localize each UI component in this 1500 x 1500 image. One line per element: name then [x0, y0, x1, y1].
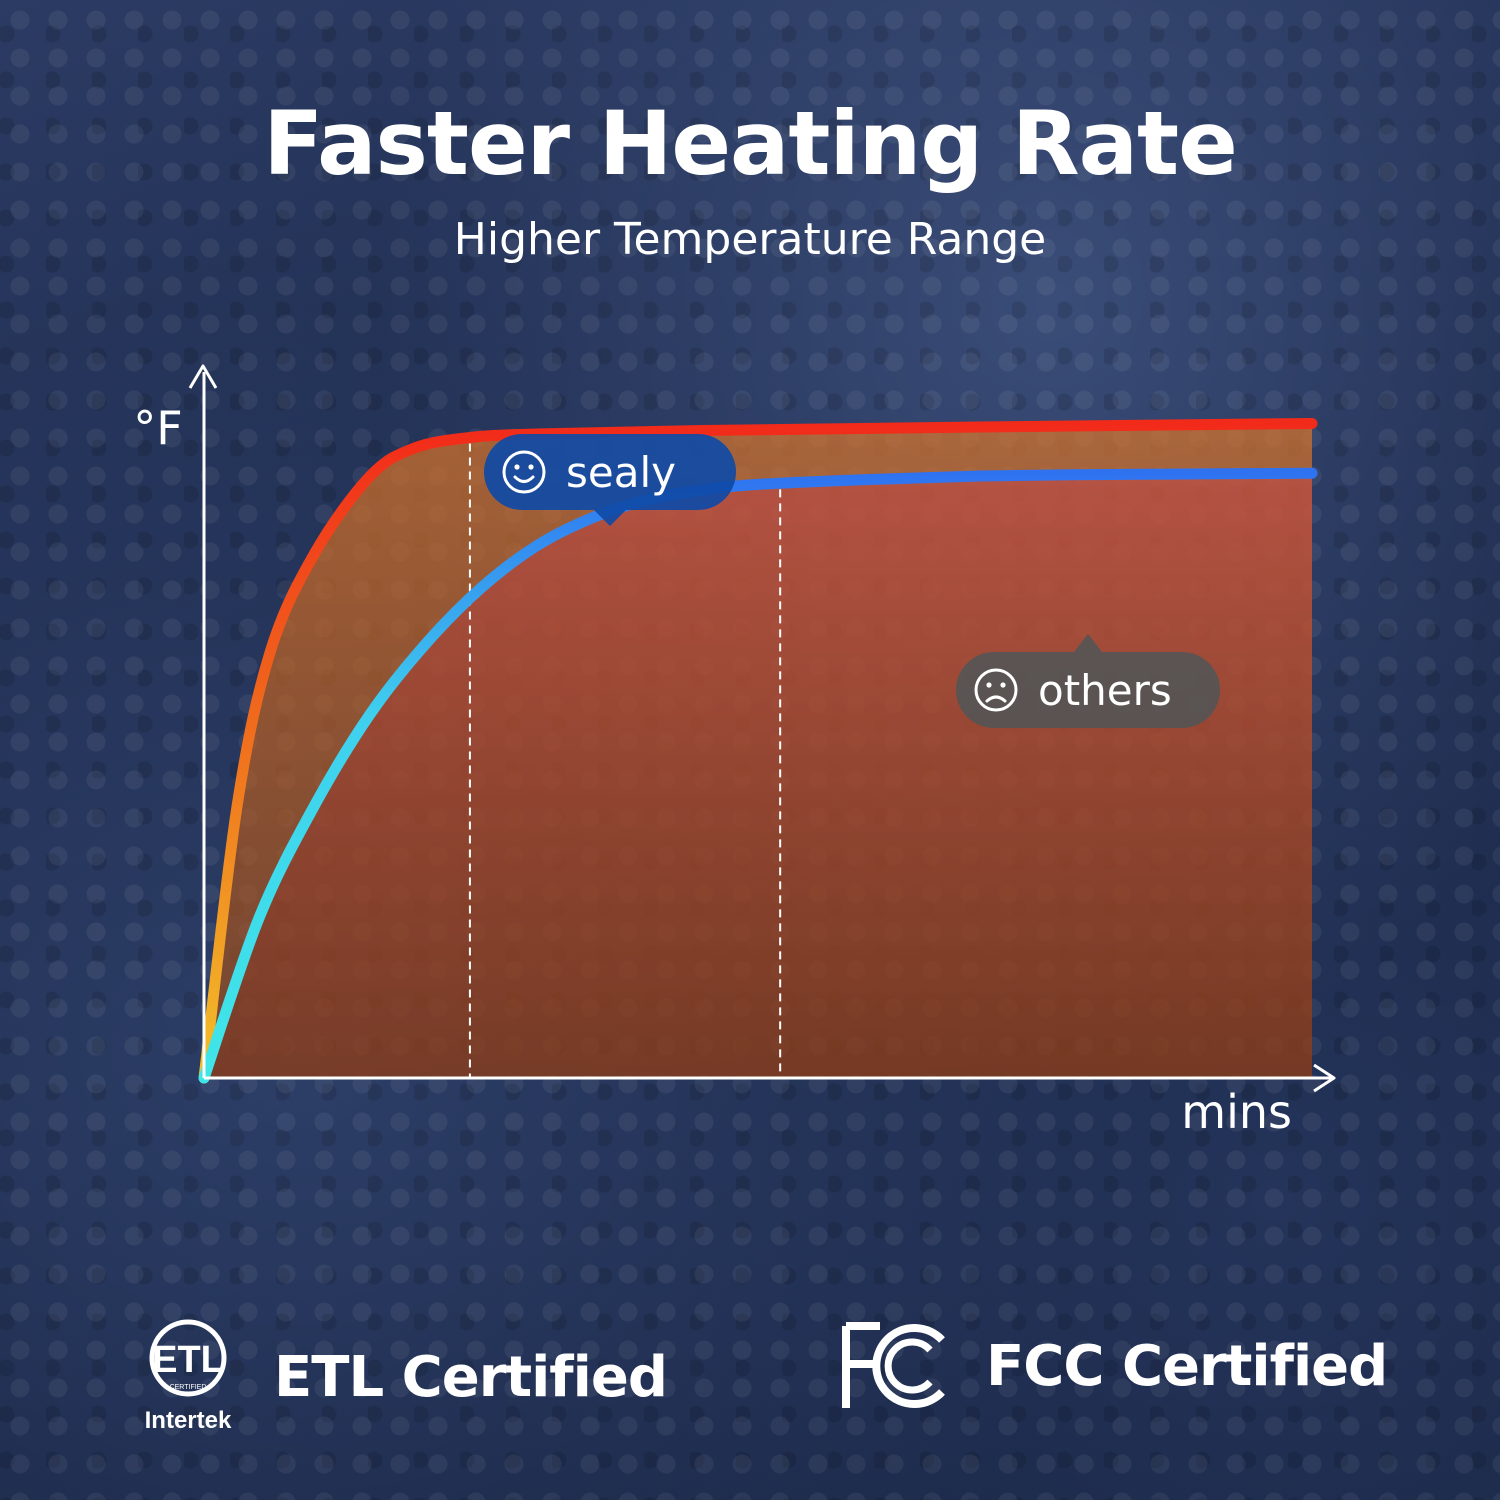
smile-face-icon-eye-left	[514, 464, 520, 470]
fcc-logo-icon: FC	[840, 1318, 945, 1408]
x-axis-arrow-icon	[1313, 1063, 1336, 1093]
fcc-certified-label: FCC Certified	[986, 1333, 1388, 1399]
callout-label-sealy: sealy	[566, 448, 676, 497]
smile-face-icon	[502, 450, 546, 494]
smile-face-icon-eye-right	[528, 464, 534, 470]
callout-tail-others	[1074, 634, 1102, 652]
series-line-sealy	[198, 418, 1318, 1084]
smile-face-icon-mouth	[513, 475, 535, 483]
frown-face-icon	[974, 668, 1018, 712]
callout-bubble-others	[956, 652, 1220, 728]
callout-bubble-sealy	[484, 434, 736, 510]
etl-logo-mark: CERTIFIED	[170, 1384, 207, 1391]
page-subtitle: Higher Temperature Range	[453, 214, 1047, 265]
etl-certified-label: ETL Certified	[274, 1344, 668, 1410]
page-title: Faster Heating Rate	[263, 92, 1238, 195]
fcc-logo-text: FC	[840, 1318, 842, 1319]
fcc-certification: FC FCC Certified	[840, 1318, 1388, 1414]
frown-face-icon-eye-right	[1000, 682, 1006, 688]
x-axis-label: mins	[1181, 1085, 1292, 1139]
etl-logo-text: ETL	[152, 1339, 224, 1381]
etl-logo-icon: ETL CERTIFIED Intertek	[145, 1319, 232, 1434]
y-axis-arrow-icon	[188, 364, 218, 389]
y-axis-label: °F	[133, 401, 182, 455]
callout-tail-sealy	[594, 510, 626, 526]
series-area-others	[204, 473, 1312, 1078]
frown-face-icon-eye-left	[986, 682, 992, 688]
etl-certification: ETL CERTIFIED Intertek ETL Certified	[136, 1318, 668, 1436]
frown-face-icon-mouth	[985, 695, 1007, 703]
callout-label-others: others	[1038, 666, 1172, 715]
intertek-text: Intertek	[145, 1407, 232, 1434]
